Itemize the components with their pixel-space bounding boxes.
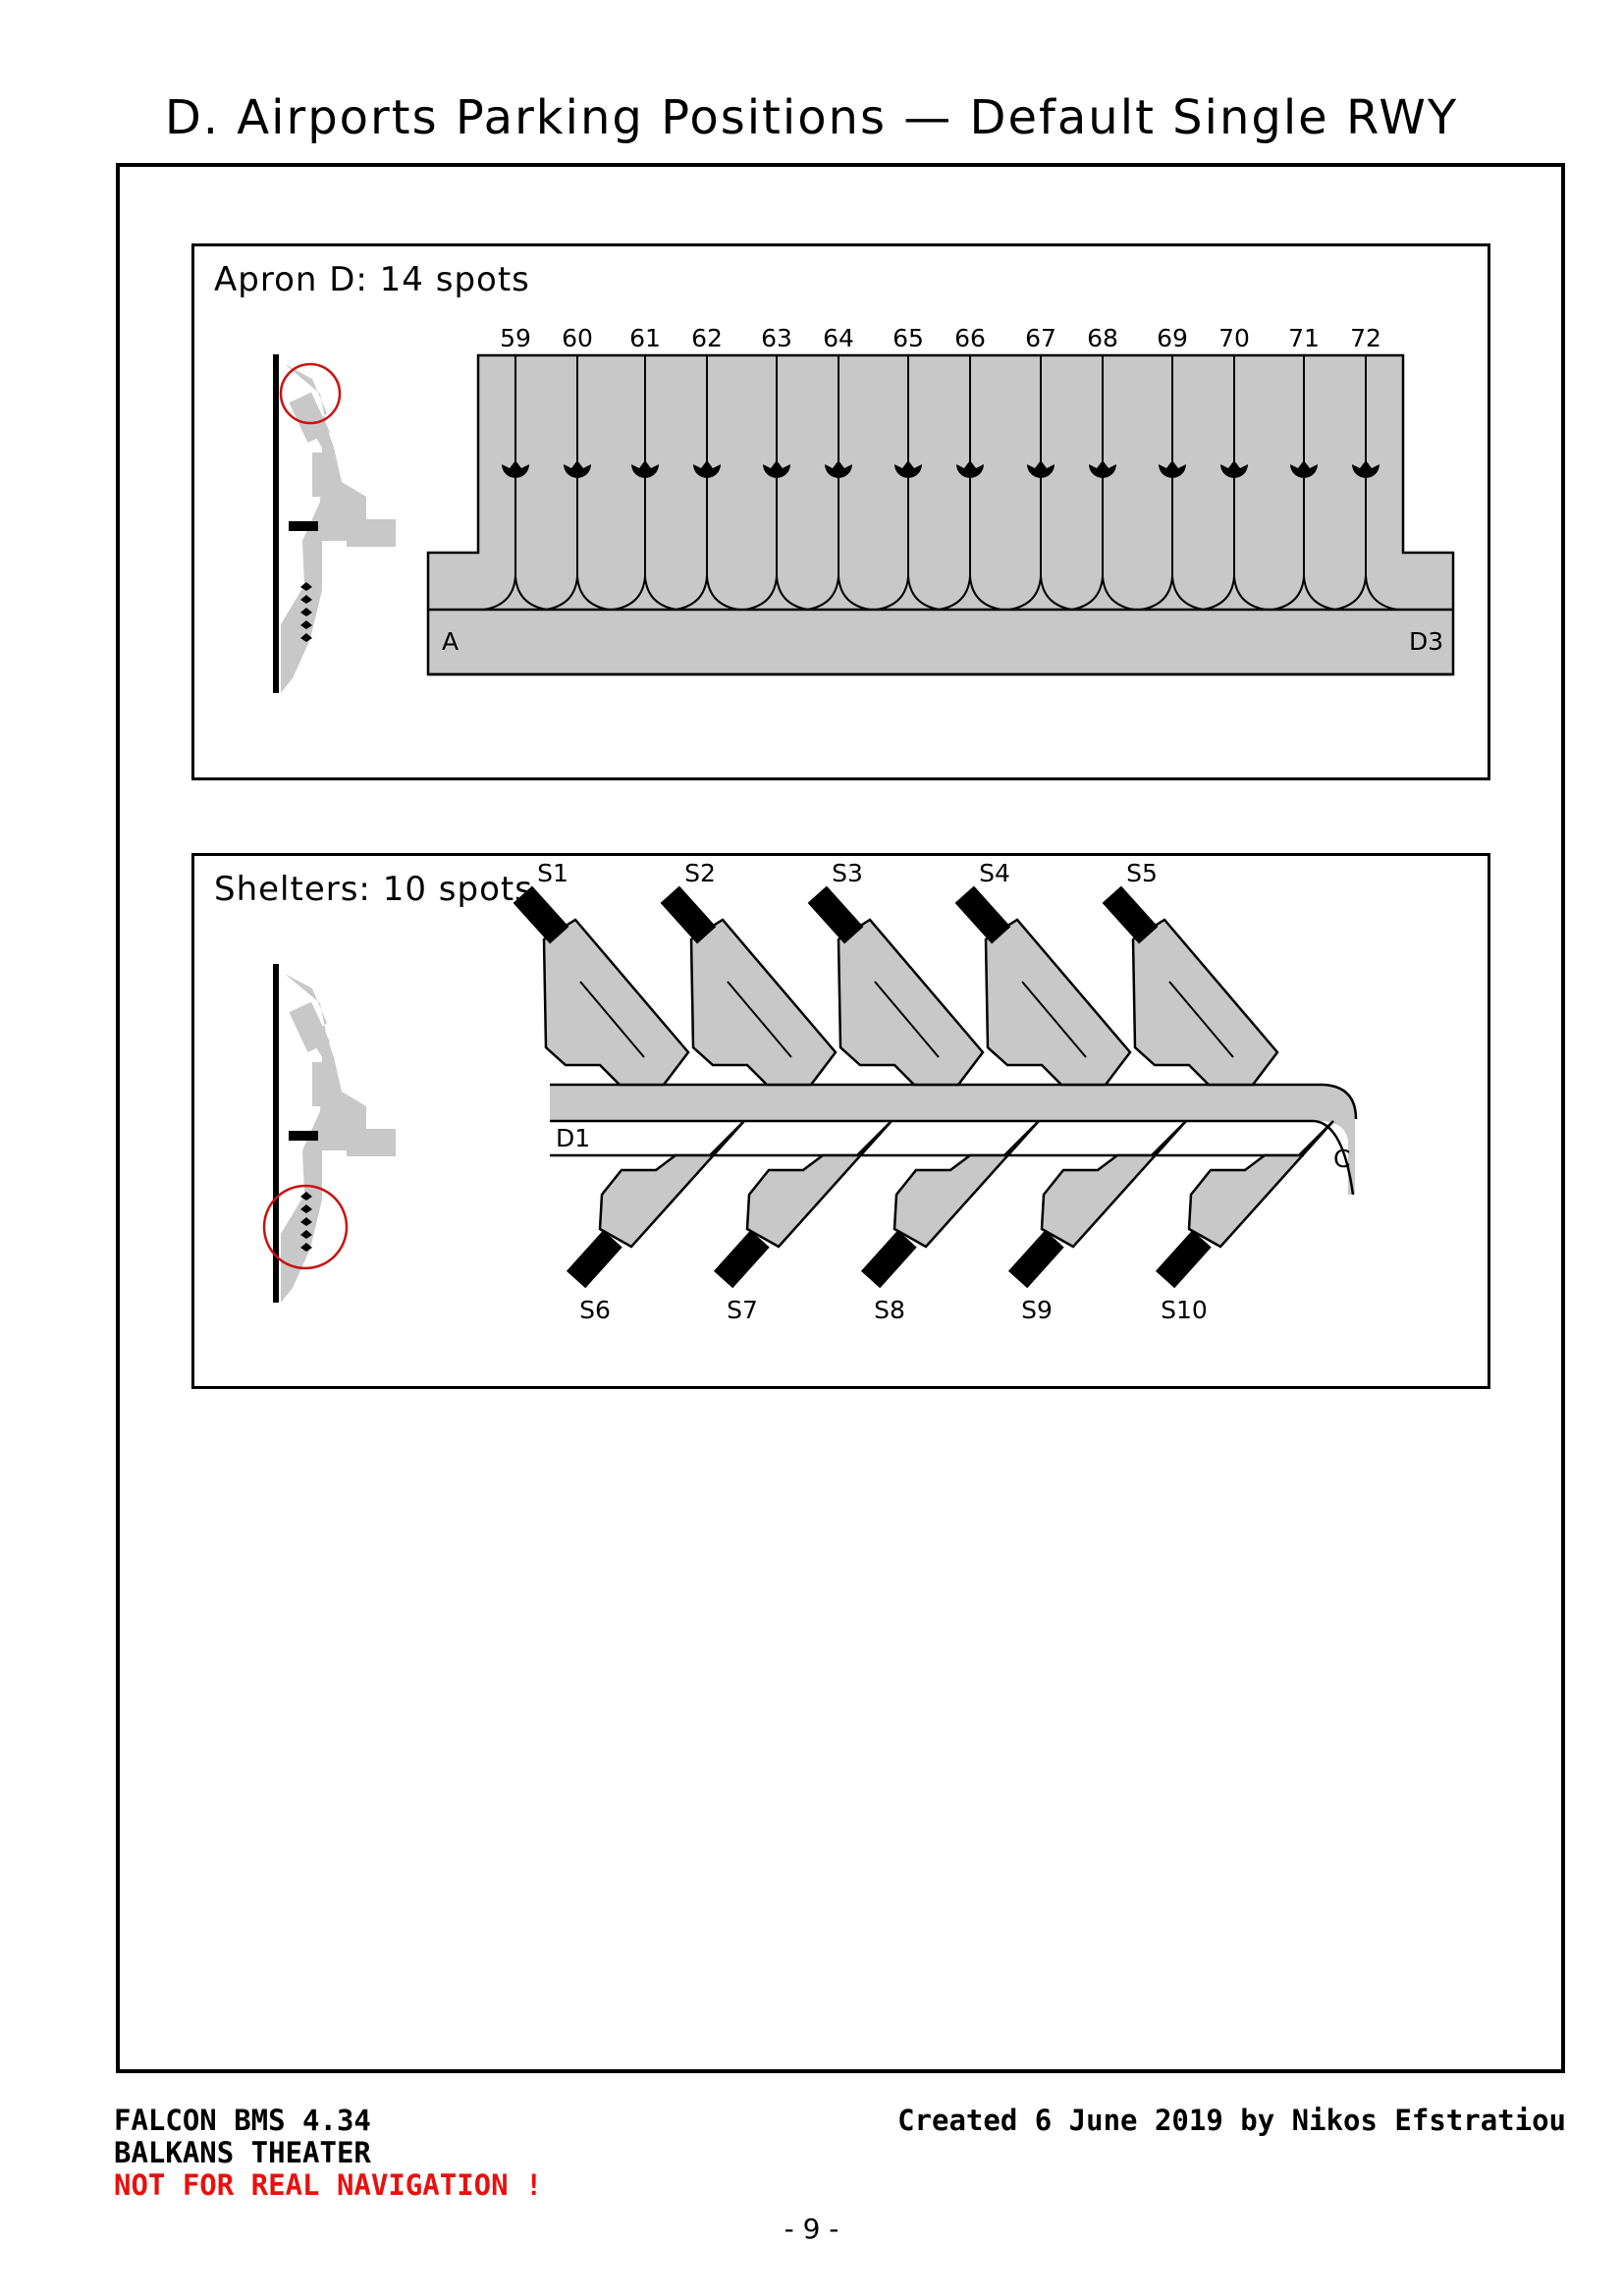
- footer-software: FALCON BMS 4.34: [114, 2104, 371, 2137]
- apron-spot-labels: 59 60 61 62 63 64 65 66 67 68 69 70 71 72: [500, 324, 1381, 352]
- shelter-label-S8: S8: [874, 1296, 905, 1324]
- parking-spot-62: [675, 356, 739, 611]
- spot-label-70: 70: [1218, 324, 1250, 352]
- shelters-panel-title: Shelters: 10 spots: [214, 870, 533, 909]
- spot-label-66: 66: [954, 324, 986, 352]
- apron-highlight-circle: [279, 362, 342, 425]
- shelter-S2: [660, 885, 838, 1087]
- shelter-aircraft-icon: [513, 885, 569, 944]
- shelter-aircraft-icon: [713, 1230, 770, 1289]
- shelter-label-S2: S2: [684, 859, 716, 887]
- shelter-label-S6: S6: [579, 1296, 611, 1324]
- shelter-S10: [1155, 1120, 1334, 1289]
- shelter-S8: [860, 1120, 1040, 1289]
- footer-left: FALCON BMS 4.34 BALKANS THEATER NOT FOR …: [114, 2105, 543, 2202]
- spot-label-65: 65: [893, 324, 924, 352]
- shelter-aircraft-icon: [660, 885, 717, 944]
- spot-label-62: 62: [691, 324, 723, 352]
- aircraft-icon: [894, 460, 922, 478]
- aircraft-icon: [763, 460, 790, 478]
- aircraft-icon: [502, 460, 529, 478]
- taxiway-label-d3: D3: [1409, 627, 1443, 656]
- parking-spot-70: [1202, 356, 1267, 611]
- shelter-aircraft-icon: [1007, 1230, 1064, 1289]
- shelters-airfield-locator-map: [262, 964, 396, 1303]
- parking-spot-64: [806, 356, 871, 611]
- shelter-S1: [513, 885, 690, 1087]
- spot-label-63: 63: [761, 324, 792, 352]
- aircraft-icon: [564, 460, 591, 478]
- aircraft-icon: [1089, 460, 1116, 478]
- spot-label-67: 67: [1025, 324, 1056, 352]
- footer-warning: NOT FOR REAL NAVIGATION !: [114, 2168, 543, 2202]
- parking-spot-59: [483, 356, 548, 611]
- taxiway-label-d1: D1: [556, 1124, 590, 1152]
- aircraft-icon: [1159, 460, 1186, 478]
- shelter-S7: [713, 1120, 893, 1289]
- shelter-label-S4: S4: [979, 859, 1010, 887]
- shelter-aircraft-icon: [1102, 885, 1159, 944]
- spot-label-68: 68: [1087, 324, 1118, 352]
- aircraft-icon: [1352, 460, 1380, 478]
- shelter-S9: [1007, 1120, 1187, 1289]
- shelters-highlight-circle: [262, 1184, 349, 1270]
- shelters-diagram: S1 S2 S3 S4 S5 S6 S7 S8 S9 S10 D1 C: [262, 859, 1358, 1324]
- shelters-panel: Shelters: 10 spots S1 S2: [191, 853, 1490, 1389]
- shelter-labels: S1 S2 S3 S4 S5 S6 S7 S8 S9 S10: [537, 859, 1208, 1324]
- aircraft-icon: [693, 460, 721, 478]
- taxiway-label-a: A: [442, 627, 459, 656]
- shelter-S6: [566, 1120, 745, 1289]
- aircraft-icon: [956, 460, 984, 478]
- spot-label-59: 59: [500, 324, 531, 352]
- parking-spot-66: [938, 356, 1002, 611]
- shelter-aircraft-icon: [954, 885, 1011, 944]
- footer-theater: BALKANS THEATER: [114, 2136, 371, 2169]
- shelter-label-S5: S5: [1126, 859, 1158, 887]
- apron-diagram: 59 60 61 62 63 64 65 66 67 68 69 70 71 72 A D3: [273, 324, 1455, 693]
- apron-surface: [426, 353, 1455, 676]
- apron-airfield-locator-map: [273, 354, 396, 693]
- apron-stands: [483, 356, 1398, 611]
- shelter-label-S10: S10: [1161, 1296, 1208, 1324]
- spot-label-69: 69: [1157, 324, 1188, 352]
- spot-label-64: 64: [823, 324, 854, 352]
- page-number: - 9 -: [784, 2213, 839, 2245]
- apron-panel-title: Apron D: 14 spots: [214, 260, 530, 299]
- shelter-label-S7: S7: [727, 1296, 758, 1324]
- parking-spot-72: [1333, 356, 1398, 611]
- page-title: D. Airports Parking Positions — Default …: [164, 90, 1459, 145]
- shelter-aircraft-icon: [860, 1230, 917, 1289]
- shelter-aircraft-icon: [566, 1230, 622, 1289]
- shelter-label-S1: S1: [537, 859, 568, 887]
- parking-spot-67: [1008, 356, 1073, 611]
- spot-label-72: 72: [1350, 324, 1381, 352]
- taxiway-label-c: C: [1333, 1145, 1350, 1173]
- parking-spot-69: [1140, 356, 1205, 611]
- shelter-aircraft-icon: [807, 885, 864, 944]
- shelter-units: [513, 885, 1334, 1289]
- parking-spot-60: [545, 356, 610, 611]
- parking-spot-71: [1271, 356, 1336, 611]
- aircraft-icon: [1220, 460, 1248, 478]
- shelter-S4: [954, 885, 1132, 1087]
- shelter-label-S9: S9: [1021, 1296, 1053, 1324]
- apron-panel: Apron D: 14 spots 59 60 61 62 63 64 65 66 67 68 69…: [191, 243, 1490, 780]
- spot-label-61: 61: [629, 324, 661, 352]
- aircraft-icon: [631, 460, 659, 478]
- shelter-aircraft-icon: [1155, 1230, 1212, 1289]
- spot-label-71: 71: [1288, 324, 1320, 352]
- parking-spot-61: [613, 356, 677, 611]
- spot-label-60: 60: [562, 324, 593, 352]
- aircraft-icon: [1027, 460, 1055, 478]
- parking-spot-63: [744, 356, 809, 611]
- content-frame: [116, 163, 1565, 2073]
- shelter-S3: [807, 885, 985, 1087]
- parking-spot-65: [876, 356, 941, 611]
- shelter-S5: [1102, 885, 1279, 1087]
- aircraft-icon: [825, 460, 852, 478]
- aircraft-icon: [1290, 460, 1318, 478]
- shelter-label-S3: S3: [832, 859, 863, 887]
- footer-credit: Created 6 June 2019 by Nikos Efstratiou: [897, 2104, 1566, 2137]
- parking-spot-68: [1070, 356, 1135, 611]
